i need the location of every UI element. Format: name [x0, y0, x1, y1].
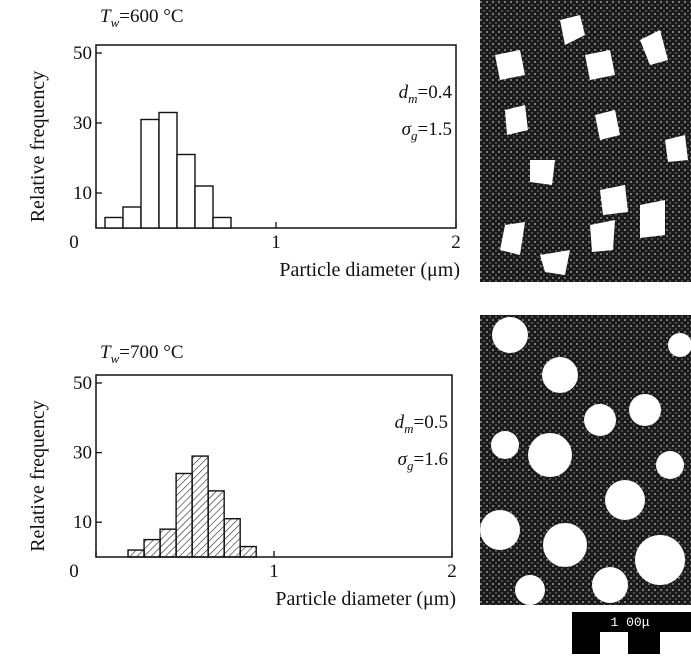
bar — [212, 216, 232, 229]
bar — [191, 455, 209, 558]
x-tick-label: 2 — [447, 561, 457, 582]
symbol: T — [100, 6, 112, 27]
annotation-text: =1.5 — [418, 119, 452, 140]
bar — [239, 545, 257, 558]
annotation: dm=0.4 — [399, 82, 453, 106]
y-tick-label: 30 — [73, 443, 92, 464]
subscript: m — [404, 421, 413, 436]
micrograph-1 — [480, 0, 691, 282]
annotation-text: =600 °C — [119, 6, 183, 27]
y-tick-label: 50 — [73, 373, 92, 394]
bar — [176, 153, 196, 229]
x-axis-label: Particle diameter (μm) — [275, 588, 456, 610]
x-tick-label: 1 — [271, 232, 281, 253]
bar — [140, 118, 160, 229]
x-tick-label: 2 — [451, 232, 461, 253]
annotation-text: =1.6 — [414, 449, 448, 470]
y-tick-label: 30 — [73, 113, 92, 134]
bar — [143, 538, 161, 558]
bar — [158, 111, 178, 229]
annotation: σg=1.5 — [402, 119, 452, 143]
bar — [194, 185, 214, 229]
annotation: Tw=700 °C — [100, 342, 184, 366]
symbol: σ — [398, 449, 408, 470]
annotation-text: =700 °C — [119, 342, 183, 363]
subscript: g — [407, 458, 414, 473]
annotation-text: =0.5 — [414, 412, 448, 433]
annotation-text: =0.4 — [418, 82, 453, 103]
y-tick-label: 10 — [73, 183, 92, 204]
bar — [223, 518, 241, 558]
subscript: w — [111, 15, 120, 30]
bar — [104, 216, 124, 229]
bar — [175, 472, 193, 558]
scale-bar: 1 00μ — [572, 612, 691, 654]
bar — [207, 490, 225, 558]
annotation: Tw=600 °C — [100, 6, 184, 30]
annotation: σg=1.6 — [398, 449, 448, 473]
x-tick-label: 0 — [69, 561, 79, 582]
y-tick-label: 50 — [73, 43, 92, 64]
y-tick-label: 10 — [73, 512, 92, 533]
subscript: g — [411, 128, 418, 143]
scale-bar-label: 1 00μ — [610, 615, 649, 630]
x-tick-label: 1 — [269, 561, 279, 582]
symbol: T — [100, 342, 112, 363]
subscript: m — [408, 91, 417, 106]
symbol: σ — [402, 119, 412, 140]
y-axis-label: Relative frequency — [27, 71, 49, 223]
x-tick-label: 0 — [69, 232, 79, 253]
bar — [159, 528, 177, 558]
micrograph-2 — [480, 315, 691, 605]
symbol: d — [399, 82, 409, 103]
x-axis-label: Particle diameter (μm) — [279, 259, 460, 281]
annotation: dm=0.5 — [395, 412, 448, 436]
y-axis-label: Relative frequency — [27, 400, 49, 552]
bar — [122, 206, 142, 229]
bar — [127, 549, 145, 558]
symbol: d — [395, 412, 405, 433]
subscript: w — [111, 351, 120, 366]
